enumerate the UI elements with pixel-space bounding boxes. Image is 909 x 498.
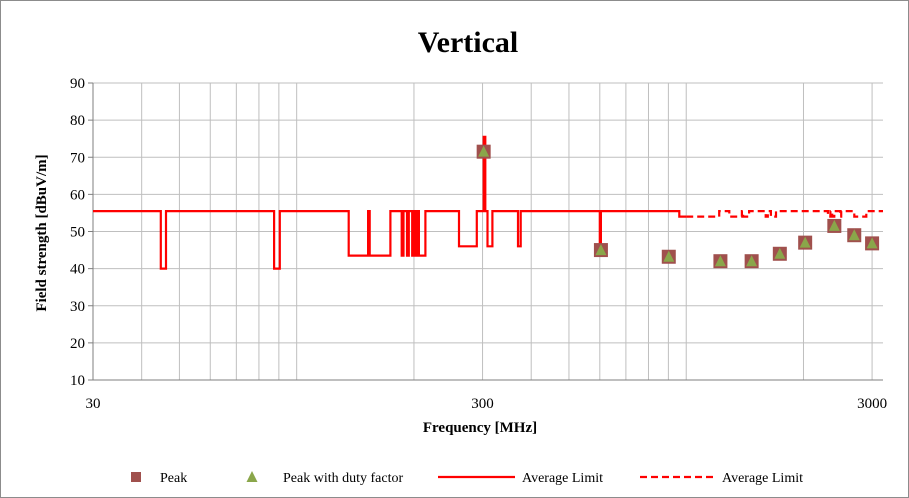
legend-duty-factor-swatch xyxy=(247,471,258,482)
legend-label: Average Limit xyxy=(522,471,603,486)
y-tick-label: 70 xyxy=(70,150,85,166)
y-tick-label: 20 xyxy=(70,336,85,352)
legend-peak-swatch xyxy=(131,472,141,482)
legend-label: Peak with duty factor xyxy=(283,471,403,486)
y-tick-label: 10 xyxy=(70,373,85,389)
y-tick-label: 80 xyxy=(70,113,85,129)
x-tick-label: 3000 xyxy=(857,396,887,412)
x-axis-label: Frequency [MHz] xyxy=(423,420,537,436)
legend-label: Peak xyxy=(160,471,187,486)
series-layer xyxy=(93,137,883,269)
y-tick-label: 90 xyxy=(70,76,85,92)
y-axis-label: Field strength [dBuV/m] xyxy=(34,154,50,311)
chart-title: Vertical xyxy=(418,26,519,59)
y-tick-label: 50 xyxy=(70,225,85,241)
y-tick-label: 30 xyxy=(70,299,85,315)
x-tick-label: 300 xyxy=(471,396,494,412)
legend: Peak Peak with duty factor Average Limit Av… xyxy=(131,471,803,486)
legend-label: Average Limit xyxy=(722,471,803,486)
y-tick-label: 60 xyxy=(70,187,85,203)
tick-labels: 10 20 30 40 50 60 70 80 90 30 300 3000 xyxy=(70,76,887,412)
y-tick-label: 40 xyxy=(70,262,85,278)
x-tick-label: 30 xyxy=(86,396,101,412)
average-limit-dashed-line xyxy=(686,211,883,217)
